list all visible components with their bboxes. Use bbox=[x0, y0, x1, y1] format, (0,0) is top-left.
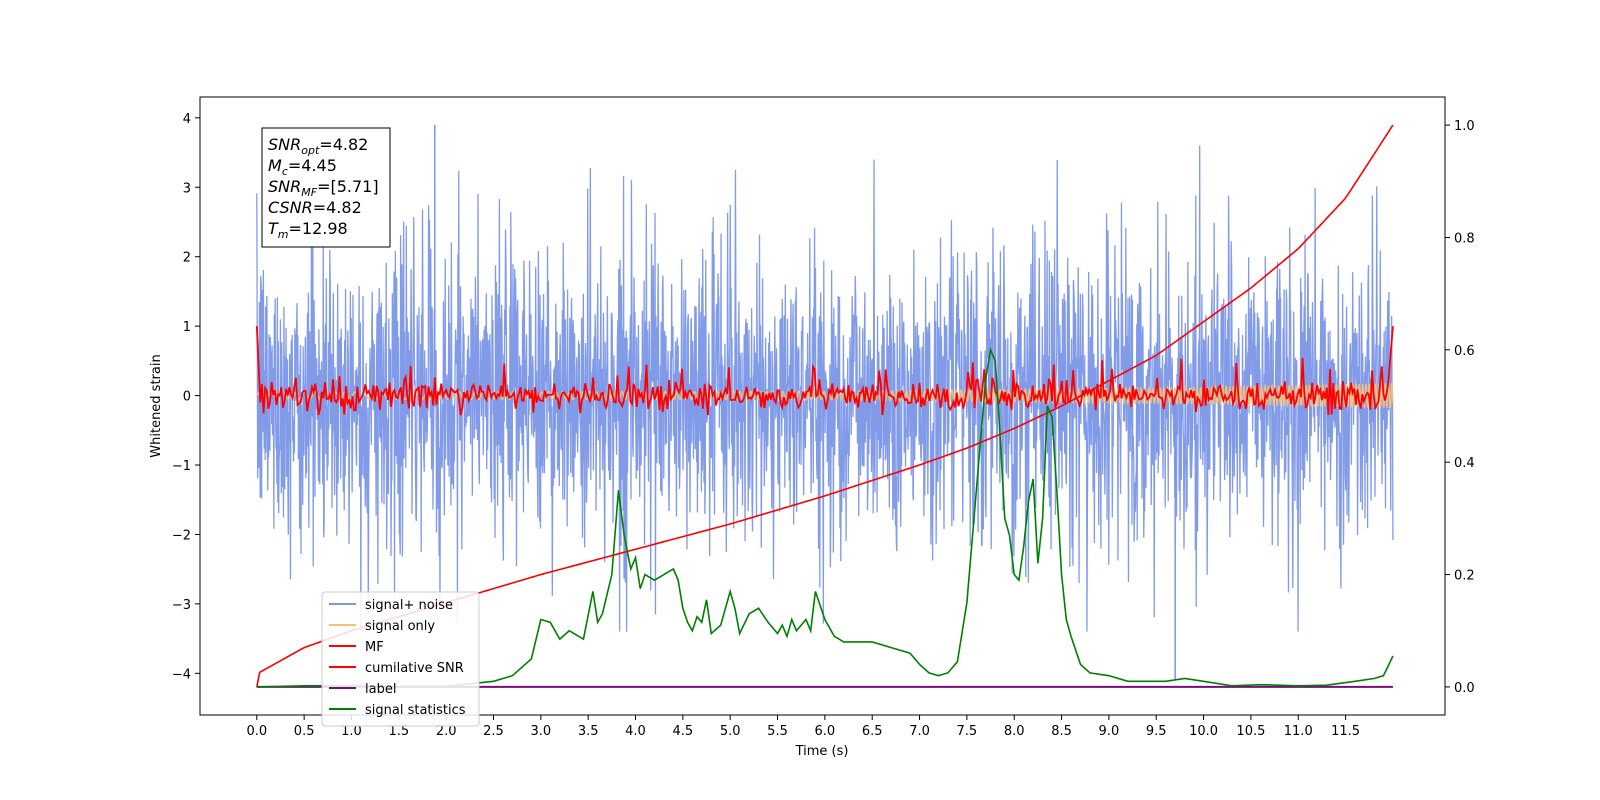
stats-line: Mc=4.45 bbox=[268, 156, 337, 178]
x-tick-label: 11.5 bbox=[1331, 724, 1360, 739]
legend-entry: label bbox=[365, 682, 396, 697]
x-tick-label: 4.5 bbox=[673, 724, 694, 739]
series-signal-statistics-line bbox=[256, 346, 1394, 688]
x-tick-label: 1.5 bbox=[388, 724, 409, 739]
x-tick-label: 10.5 bbox=[1236, 724, 1265, 739]
y-tick-label: 2 bbox=[183, 251, 191, 266]
axes: 0.0 0.5 1.0 1.5 2.0 2.5 3.0 3.5 4.0 4.5 5.0 5.5 6.0 6… bbox=[172, 112, 1475, 739]
x-tick-label: 6.0 bbox=[815, 724, 836, 739]
y-tick-label: −4 bbox=[172, 667, 191, 682]
y-tick-label: 4 bbox=[183, 112, 191, 127]
x-tick-label: 3.0 bbox=[530, 724, 551, 739]
x-tick-label: 9.0 bbox=[1099, 724, 1120, 739]
x-tick-label: 0.0 bbox=[246, 724, 267, 739]
stats-line: Tm=12.98 bbox=[268, 219, 348, 241]
x-tick-label: 10.0 bbox=[1189, 724, 1218, 739]
x-tick-label: 0.5 bbox=[294, 724, 315, 739]
plot-area bbox=[255, 124, 1394, 688]
y-axis-title: Whitened strain bbox=[149, 354, 164, 457]
y-tick-label: 0 bbox=[183, 390, 191, 405]
y-tick-label: −1 bbox=[172, 459, 191, 474]
y2-tick-label: 0.0 bbox=[1454, 681, 1475, 696]
legend-entry: MF bbox=[365, 640, 384, 655]
y2-tick-label: 0.2 bbox=[1454, 569, 1475, 584]
legend-frame bbox=[321, 591, 480, 727]
x-tick-label: 8.0 bbox=[1004, 724, 1025, 739]
legend-entry: cumilative SNR bbox=[365, 661, 464, 676]
x-tick-label: 5.0 bbox=[720, 724, 741, 739]
axes-frame bbox=[199, 96, 1446, 716]
y-tick-label: −3 bbox=[172, 598, 191, 613]
y2-tick-label: 1.0 bbox=[1454, 119, 1475, 134]
legend: signal+ noise signal only MF cumilative SNR… bbox=[321, 591, 480, 727]
x-tick-label: 11.0 bbox=[1284, 724, 1313, 739]
y-tick-label: 1 bbox=[183, 320, 191, 335]
x-axis-title: Time (s) bbox=[795, 744, 849, 759]
legend-entry: signal only bbox=[365, 619, 435, 634]
y2-tick-label: 0.4 bbox=[1454, 456, 1475, 471]
stats-box-frame bbox=[261, 127, 391, 248]
x-tick-label: 5.5 bbox=[767, 724, 788, 739]
x-tick-label: 9.5 bbox=[1146, 724, 1167, 739]
y-tick-label: −2 bbox=[172, 528, 191, 543]
y-tick-label: 3 bbox=[183, 181, 191, 196]
x-tick-label: 8.5 bbox=[1051, 724, 1072, 739]
x-tick-label: 7.5 bbox=[957, 724, 978, 739]
x-tick-label: 6.5 bbox=[862, 724, 883, 739]
x-tick-label: 1.0 bbox=[341, 724, 362, 739]
stats-line: SNRMF=[5.71] bbox=[268, 177, 379, 199]
legend-entry: signal+ noise bbox=[365, 598, 453, 613]
stats-line: SNRopt=4.82 bbox=[268, 135, 368, 157]
x-tick-label: 2.0 bbox=[436, 724, 457, 739]
y2-tick-label: 0.8 bbox=[1454, 231, 1475, 246]
x-tick-label: 4.0 bbox=[625, 724, 646, 739]
x-tick-label: 2.5 bbox=[483, 724, 504, 739]
series-mf-line bbox=[255, 326, 1394, 416]
legend-entry: signal statistics bbox=[365, 703, 466, 718]
x-tick-label: 3.5 bbox=[578, 724, 599, 739]
y2-tick-label: 0.6 bbox=[1454, 344, 1475, 359]
stats-line: CSNR=4.82 bbox=[268, 198, 362, 217]
x-tick-label: 7.0 bbox=[909, 724, 930, 739]
